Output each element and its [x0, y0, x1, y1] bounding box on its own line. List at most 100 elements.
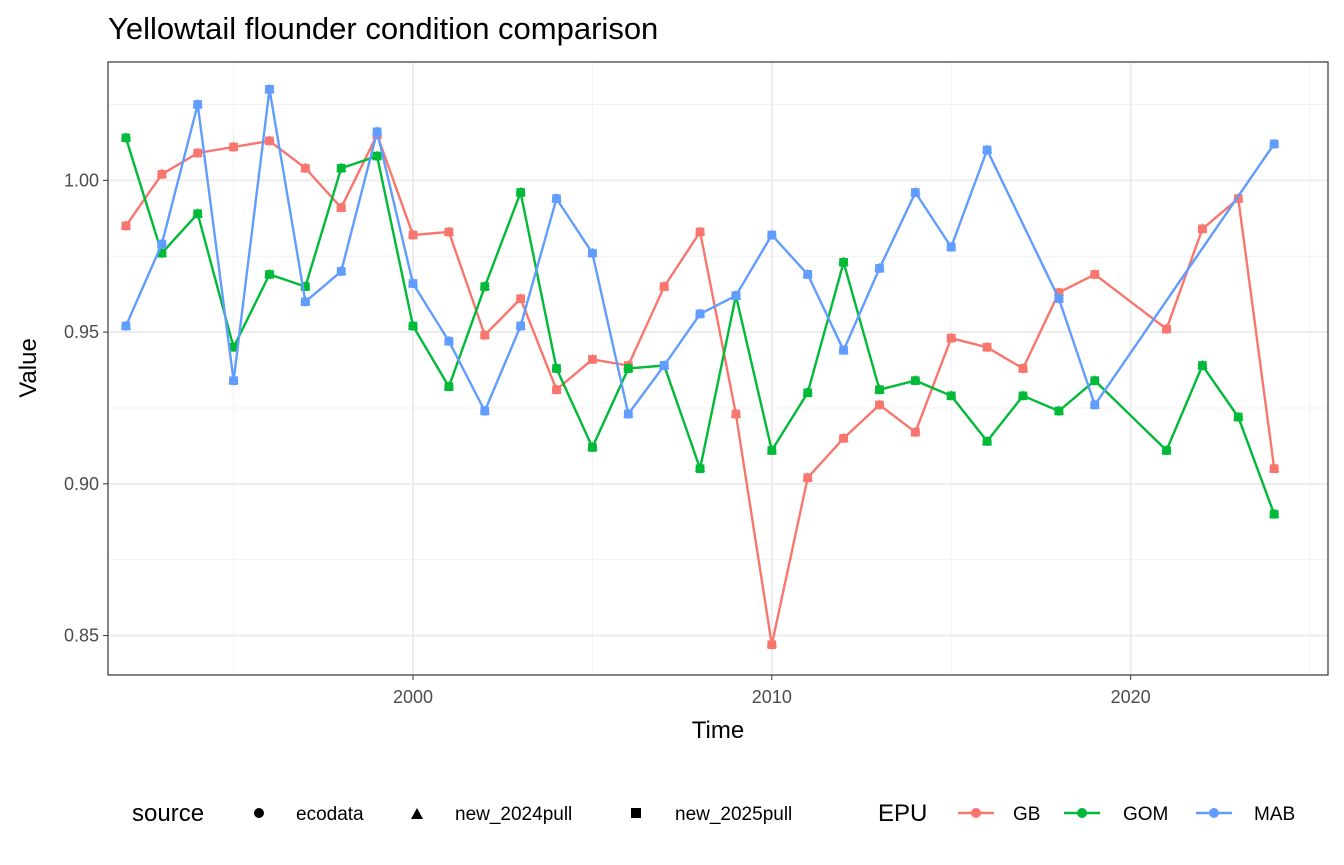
data-point-new_2025pull [301, 282, 310, 291]
data-point-new_2025pull [946, 391, 956, 401]
y-tick-label: 1.00 [64, 170, 99, 190]
legend-item-new_2025pull: new_2025pull [631, 804, 792, 825]
legend-label: MAB [1254, 804, 1295, 825]
plot-panel [108, 62, 1328, 675]
data-point-new_2025pull [372, 151, 382, 161]
data-point-new_2025pull [767, 446, 777, 455]
data-point-new_2025pull [301, 297, 310, 307]
data-point-new_2025pull [444, 336, 454, 346]
data-point-new_2025pull [982, 342, 992, 352]
series-line [124, 137, 1276, 515]
data-point-new_2025pull [444, 227, 454, 237]
data-point-new_2025pull [839, 345, 848, 355]
chart-title: Yellowtail flounder condition comparison [108, 11, 658, 46]
data-point-new_2025pull [1269, 464, 1279, 473]
data-point-new_2025pull [623, 409, 633, 419]
legend-title-source: source [132, 800, 204, 827]
legend-point-icon [971, 808, 981, 818]
data-point-new_2025pull [875, 400, 884, 410]
data-point-new_2025pull [480, 330, 490, 340]
data-point-new_2025pull [731, 291, 741, 300]
data-point-new_2025pull [1233, 194, 1243, 203]
data-point-new_2025pull [157, 169, 167, 179]
data-point-new_2025pull [1018, 364, 1028, 373]
data-point-new_2025pull [336, 267, 346, 276]
legend-item-new_2024pull: new_2024pull [411, 804, 572, 825]
data-point-new_2025pull [695, 464, 705, 473]
y-axis: 0.85 0.90 0.95 1.00 [64, 170, 108, 646]
data-point-new_2025pull [193, 100, 203, 109]
legend-triangle-icon [411, 808, 423, 819]
series-gom [120, 132, 1280, 519]
data-point-new_2025pull [982, 437, 992, 446]
data-point-new_2025pull [229, 376, 238, 385]
data-point-new_2025pull [659, 282, 669, 291]
y-tick-label: 0.90 [64, 474, 99, 494]
data-point-new_2025pull [408, 321, 418, 331]
data-point-new_2025pull [588, 443, 597, 452]
x-tick-label: 2020 [1111, 687, 1151, 707]
data-point-new_2025pull [839, 257, 848, 267]
data-point-new_2025pull [372, 127, 382, 137]
data-point-new_2025pull [1162, 324, 1171, 334]
data-point-new_2025pull [623, 364, 633, 373]
legend-label: GOM [1123, 804, 1168, 825]
y-tick-label: 0.85 [64, 626, 99, 646]
data-point-new_2025pull [803, 270, 813, 279]
legend-square-icon [631, 808, 641, 818]
x-tick-label: 2000 [393, 687, 433, 707]
data-point-new_2025pull [121, 321, 131, 331]
x-tick-label: 2010 [752, 687, 792, 707]
legend-point-icon [1209, 808, 1219, 818]
data-point-new_2025pull [444, 382, 454, 392]
data-point-new_2025pull [229, 342, 238, 352]
data-point-new_2025pull [695, 227, 705, 237]
data-point-new_2025pull [480, 406, 490, 416]
data-point-new_2025pull [121, 133, 131, 143]
series-line [124, 88, 1276, 416]
series-layer [120, 83, 1280, 650]
data-point-new_2025pull [1090, 270, 1100, 279]
legend-point-icon [1077, 808, 1087, 818]
data-point-new_2025pull [767, 230, 777, 240]
data-point-new_2025pull [1269, 139, 1279, 149]
legend-label: new_2024pull [455, 804, 572, 825]
data-point-new_2025pull [839, 433, 848, 443]
y-axis-title: Value [15, 338, 42, 398]
data-point-new_2025pull [480, 282, 490, 291]
data-point-new_2025pull [1198, 224, 1207, 234]
data-point-new_2025pull [1054, 288, 1064, 297]
data-point-new_2025pull [301, 163, 310, 173]
legend-title-epu: EPU [878, 800, 927, 827]
data-point-new_2025pull [982, 145, 992, 155]
data-point-new_2025pull [157, 248, 167, 258]
legend-label: ecodata [296, 804, 364, 825]
data-point-new_2025pull [121, 221, 131, 231]
data-point-new_2025pull [875, 385, 884, 395]
legend-label: new_2025pull [675, 804, 792, 825]
data-point-new_2025pull [516, 321, 525, 331]
data-point-new_2025pull [1054, 406, 1064, 416]
data-point-new_2025pull [157, 239, 167, 249]
legend-item-gb: GB [958, 804, 1040, 825]
data-point-new_2025pull [552, 194, 561, 203]
data-point-new_2025pull [516, 294, 525, 304]
data-point-new_2025pull [552, 364, 561, 373]
data-point-new_2025pull [1054, 294, 1064, 304]
data-point-new_2025pull [336, 163, 346, 173]
data-point-new_2025pull [803, 473, 813, 483]
data-point-new_2025pull [911, 376, 920, 385]
data-point-new_2025pull [265, 85, 274, 94]
data-point-new_2025pull [552, 385, 561, 395]
data-point-new_2025pull [408, 279, 418, 288]
data-point-new_2025pull [516, 188, 525, 197]
data-point-new_2025pull [1162, 446, 1171, 455]
data-point-new_2025pull [946, 333, 956, 343]
y-tick-label: 0.95 [64, 322, 99, 342]
series-mab [120, 83, 1280, 419]
x-axis-title: Time [692, 717, 744, 744]
data-point-new_2025pull [875, 264, 884, 273]
data-point-new_2025pull [1269, 509, 1279, 519]
data-point-new_2025pull [1018, 391, 1028, 401]
legend-item-ecodata: ecodata [254, 804, 364, 825]
